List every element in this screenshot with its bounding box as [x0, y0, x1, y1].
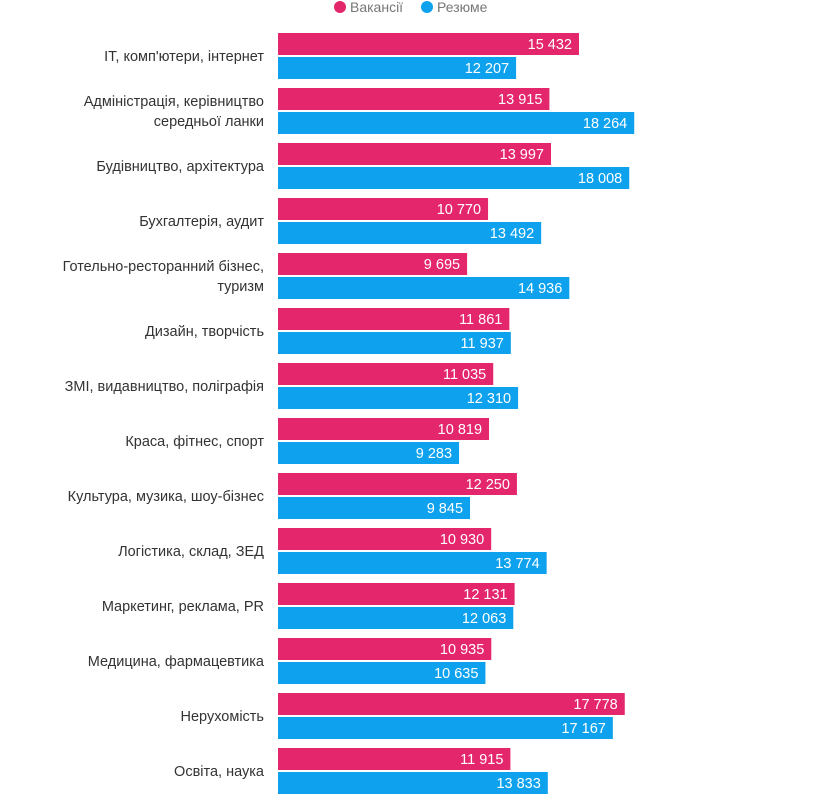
data-label-vacancies: 10 819 [438, 422, 482, 438]
data-label-vacancies: 12 131 [463, 587, 507, 603]
category-label: IT, комп'ютери, інтернет [104, 49, 264, 65]
bar-resumes[interactable] [278, 112, 635, 134]
bar-vacancies[interactable] [278, 748, 511, 770]
data-label-vacancies: 13 915 [498, 92, 542, 108]
category-group: Готельно-ресторанний бізнес, туризм 9 695 1… [63, 253, 570, 299]
data-label-resumes: 9 845 [427, 501, 463, 517]
bar-resumes[interactable] [278, 222, 542, 244]
data-label-vacancies: 10 770 [437, 202, 481, 218]
bar-vacancies[interactable] [278, 528, 492, 550]
category-label: Готельно-ресторанний бізнес, [63, 259, 264, 275]
data-label-resumes: 18 008 [578, 171, 622, 187]
category-label: Краса, фітнес, спорт [125, 434, 264, 450]
category-label: Логістика, склад, ЗЕД [118, 544, 264, 560]
bar-vacancies[interactable] [278, 583, 515, 605]
legend-marker-resumes [421, 1, 433, 13]
category-label: Нерухомість [181, 709, 264, 725]
data-label-resumes: 13 774 [495, 556, 539, 572]
bar-vacancies[interactable] [278, 638, 492, 660]
data-label-vacancies: 10 935 [440, 642, 484, 658]
data-label-vacancies: 12 250 [466, 477, 510, 493]
bar-vacancies[interactable] [278, 253, 468, 275]
legend-label-vacancies: Вакансії [350, 0, 403, 15]
bar-vacancies[interactable] [278, 198, 489, 220]
category-group: Маркетинг, реклама, PR 12 131 12 063 [102, 583, 515, 629]
category-group: IT, комп'ютери, інтернет 15 432 12 207 [104, 33, 579, 79]
category-label: Культура, музика, шоу-бізнес [68, 489, 264, 505]
category-label: Маркетинг, реклама, PR [102, 599, 264, 615]
data-label-resumes: 18 264 [583, 116, 627, 132]
bar-resumes[interactable] [278, 57, 517, 79]
data-label-resumes: 10 635 [434, 666, 478, 682]
category-label: Дизайн, творчість [145, 324, 264, 340]
bar-vacancies[interactable] [278, 363, 494, 385]
data-label-vacancies: 15 432 [528, 37, 572, 53]
bar-resumes[interactable] [278, 662, 486, 684]
data-label-vacancies: 17 778 [573, 697, 617, 713]
category-group: Освіта, наука 11 915 13 833 [174, 748, 548, 794]
category-label: туризм [217, 279, 264, 295]
legend-item-vacancies[interactable]: Вакансії [334, 0, 403, 15]
category-label: середньої ланки [154, 114, 264, 130]
data-label-vacancies: 11 035 [443, 367, 486, 383]
data-label-vacancies: 11 915 [460, 752, 503, 768]
category-group: Бухгалтерія, аудит 10 770 13 492 [139, 198, 542, 244]
legend[interactable]: Вакансії Резюме [334, 0, 488, 15]
data-label-resumes: 11 937 [461, 336, 504, 352]
category-group: Краса, фітнес, спорт 10 819 9 283 [125, 418, 490, 464]
category-group: ЗМІ, видавництво, поліграфія 11 035 12 310 [65, 363, 519, 409]
category-group: Логістика, склад, ЗЕД 10 930 13 774 [118, 528, 547, 574]
bar-vacancies[interactable] [278, 33, 579, 55]
legend-marker-vacancies [334, 1, 346, 13]
data-label-vacancies: 9 695 [424, 257, 460, 273]
data-label-vacancies: 11 861 [459, 312, 502, 328]
data-label-resumes: 13 833 [496, 776, 540, 792]
bar-resumes[interactable] [278, 717, 613, 739]
category-label: Освіта, наука [174, 764, 265, 780]
bar-resumes[interactable] [278, 332, 511, 354]
bar-vacancies[interactable] [278, 418, 490, 440]
data-label-vacancies: 10 930 [440, 532, 484, 548]
bar-vacancies[interactable] [278, 143, 552, 165]
data-label-resumes: 12 207 [465, 61, 509, 77]
bar-resumes[interactable] [278, 552, 547, 574]
bar-resumes[interactable] [278, 772, 548, 794]
bar-vacancies[interactable] [278, 473, 517, 495]
data-label-resumes: 17 167 [561, 721, 605, 737]
category-label: Бухгалтерія, аудит [139, 214, 264, 230]
category-label: Медицина, фармацевтика [88, 654, 265, 670]
category-label: ЗМІ, видавництво, поліграфія [65, 379, 264, 395]
bar-vacancies[interactable] [278, 693, 625, 715]
category-label: Адміністрація, керівництво [84, 94, 264, 110]
data-label-resumes: 12 310 [467, 391, 511, 407]
data-label-resumes: 9 283 [416, 446, 452, 462]
legend-item-resumes[interactable]: Резюме [421, 0, 488, 15]
data-label-resumes: 14 936 [518, 281, 562, 297]
category-group: Медицина, фармацевтика 10 935 10 635 [88, 638, 492, 684]
bar-resumes[interactable] [278, 497, 471, 519]
bar-resumes[interactable] [278, 167, 630, 189]
data-label-vacancies: 13 997 [500, 147, 544, 163]
category-group: Будівництво, архітектура 13 997 18 008 [96, 143, 630, 189]
bar-vacancies[interactable] [278, 308, 510, 330]
plot-area: IT, комп'ютери, інтернет 15 432 12 207 Адмі… [63, 33, 635, 794]
bar-vacancies[interactable] [278, 88, 550, 110]
category-label: Будівництво, архітектура [96, 159, 265, 175]
category-group: Дизайн, творчість 11 861 11 937 [145, 308, 511, 354]
legend-label-resumes: Резюме [437, 0, 488, 15]
category-group: Нерухомість 17 778 17 167 [181, 693, 625, 739]
bar-resumes[interactable] [278, 277, 570, 299]
data-label-resumes: 12 063 [462, 611, 506, 627]
bar-resumes[interactable] [278, 387, 519, 409]
data-label-resumes: 13 492 [490, 226, 534, 242]
bar-resumes[interactable] [278, 442, 460, 464]
category-group: Адміністрація, керівництво середньої ланк… [84, 88, 635, 134]
bar-resumes[interactable] [278, 607, 514, 629]
